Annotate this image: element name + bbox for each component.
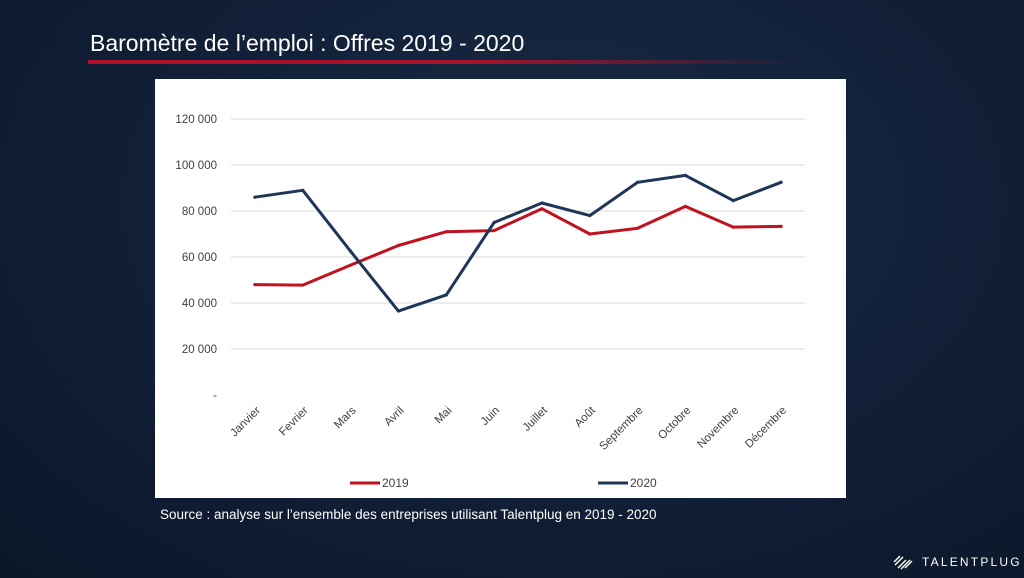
x-tick-label: Novembre	[695, 405, 741, 451]
data-point-2020	[396, 309, 401, 313]
series-line-2019	[253, 204, 783, 287]
y-tick-label: -	[213, 390, 217, 402]
x-tick-label: Mars	[332, 404, 359, 431]
x-tick-label: Janvier	[228, 405, 263, 440]
data-point-2019	[588, 232, 592, 236]
data-point-2020	[301, 188, 305, 192]
x-tick-label: Juin	[479, 405, 502, 428]
x-tick-label: Décembre	[743, 405, 789, 451]
y-tick-label: 100 000	[175, 160, 217, 172]
line-chart: - 20 000 40 000 60 000 80 000 100 000 120 000 J…	[175, 114, 805, 490]
data-point-2020	[444, 293, 448, 297]
y-tick-label: 80 000	[182, 206, 217, 218]
x-tick-label: Octobre	[656, 405, 693, 442]
data-point-2019	[731, 225, 735, 229]
talentplug-logo-icon	[893, 555, 913, 570]
x-tick-label: Avril	[382, 405, 406, 429]
data-point-2019	[444, 230, 448, 234]
data-point-2020	[588, 214, 592, 218]
slide-title: Baromètre de l’emploi : Offres 2019 - 20…	[90, 30, 525, 56]
x-tick-label: Fevrier	[277, 405, 311, 439]
brand-name: TALENTPLUG	[922, 555, 1022, 569]
x-tick-label: Septembre	[597, 405, 645, 453]
data-point-2019	[253, 283, 257, 287]
data-point-2020	[683, 173, 688, 177]
y-tick-label: 120 000	[175, 114, 217, 126]
data-point-2020	[731, 199, 735, 203]
brand-logo: TALENTPLUG	[893, 553, 1022, 571]
x-tick-label: Mai	[433, 405, 455, 427]
y-tick-label: 40 000	[182, 298, 217, 310]
source-note: Source : analyse sur l’ensemble des entr…	[160, 507, 657, 522]
data-point-2020	[779, 180, 783, 184]
y-tick-label: 20 000	[182, 344, 217, 356]
data-point-2020	[492, 220, 496, 225]
data-point-2020	[635, 180, 640, 184]
x-tick-label: Août	[573, 404, 599, 430]
y-tick-label: 60 000	[182, 252, 217, 264]
data-point-2019	[348, 263, 353, 267]
data-point-2019	[492, 228, 496, 233]
x-tick-label: Juillet	[521, 404, 551, 434]
data-point-2020	[253, 195, 257, 199]
title-underline	[88, 60, 798, 64]
data-point-2019	[301, 283, 305, 287]
data-point-2019	[396, 243, 401, 248]
legend-label-2019: 2019	[382, 476, 409, 490]
legend-label-2020: 2020	[630, 476, 657, 490]
data-point-2019	[683, 204, 688, 208]
series-line-2020	[253, 173, 783, 313]
chart-panel: - 20 000 40 000 60 000 80 000 100 000 120 000 J…	[155, 79, 846, 498]
data-point-2020	[540, 201, 544, 205]
data-point-2019	[779, 224, 783, 229]
data-point-2020	[348, 249, 353, 253]
data-point-2019	[635, 226, 640, 230]
data-point-2019	[540, 207, 544, 211]
